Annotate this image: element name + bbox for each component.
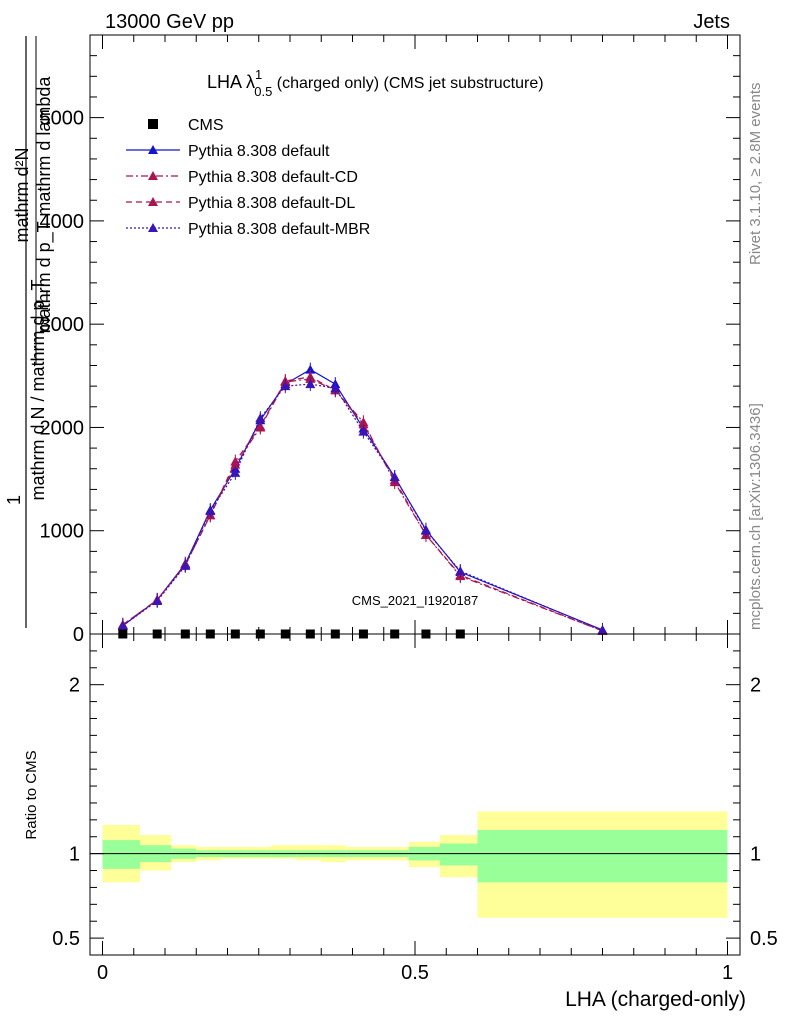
plot-title-sub: 0.5 [254,84,272,99]
x-tick-label: 0 [97,962,108,984]
ratio-inner-band [102,840,140,869]
ratio-inner-band [477,829,728,883]
rivet-version-label: Rivet 3.1.10, ≥ 2.8M events [747,83,764,266]
legend-entry-2: Pythia 8.308 default-CD [126,169,358,186]
legend-label: Pythia 8.308 default-CD [188,169,358,186]
legend-label: Pythia 8.308 default [188,143,330,160]
ratio-y-tick-label-right: 1 [750,844,761,866]
series-line-3 [122,376,603,632]
legend-entry-1: Pythia 8.308 default [126,143,330,160]
x-tick-label: 0.5 [401,962,429,984]
series-point [305,371,316,381]
plot-title-rest: (charged only) (CMS jet substructure) [272,75,543,92]
ratio-plot: 0.5 0.51 12 2 0 0.5 1 Ratio to CMS LHA (charg… [23,633,778,1011]
legend-entry-4: Pythia 8.308 default-MBR [126,221,370,238]
legend-entry-0: CMS [148,117,224,134]
main-y-tick-label: 4000 [40,211,85,233]
ratio-bands [102,811,728,918]
legend-marker [148,119,158,129]
series-point [255,421,266,431]
main-y-tick-label: 2000 [40,417,85,439]
series-point [305,364,316,374]
ratio-y-tick-label-right: 0.5 [750,928,778,950]
legend-entry-3: Pythia 8.308 default-DL [126,195,355,212]
plot-title-main: LHA λ [207,72,255,92]
ratio-y-tick-label: 2 [69,675,80,697]
series-point [330,383,341,393]
y-label-denominator: mathrm d N / mathrm d p_T [28,279,49,500]
ratio-y-tick-label: 1 [69,844,80,866]
main-y-tick-label: 3000 [40,314,85,336]
legend: CMS Pythia 8.308 default Pythia 8.308 defa… [126,117,370,238]
plot-title-sup: 1 [255,67,262,82]
main-y-tick-label: 1000 [40,521,85,543]
legend-marker [148,197,158,206]
main-y-tick-label: 5000 [40,108,85,130]
legend-label: CMS [188,117,224,134]
series-line-4 [122,383,603,631]
legend-marker [148,223,158,232]
x-axis-label: LHA (charged-only) [565,988,746,1011]
series-point [280,381,291,391]
series-point [205,506,216,516]
legend-marker [148,171,158,180]
ratio-inner-band [440,843,478,866]
series-point [455,566,466,576]
legend-label: Pythia 8.308 default-MBR [188,221,370,238]
mcplots-label: mcplots.cern.ch [arXiv:1306.3436] [747,403,764,630]
main-y-tick-label: 0 [73,624,84,646]
main-x-ticks [102,35,728,634]
ratio-y-tick-label: 0.5 [52,928,80,950]
series-point [230,456,241,466]
main-series-layer [117,362,608,639]
ratio-y-axis-label: Ratio to CMS [23,750,40,839]
series-point [389,472,400,482]
y-label-small-top: mathrm d²N [12,147,32,242]
y-label-small-bottom: mathrm d p_T mathrm d lambda [34,76,55,334]
series-point [255,413,266,423]
series-line-1 [122,368,603,631]
plot-title: LHA λ1 0.5 (charged only) (CMS jet substr… [207,67,544,99]
ratio-y-tick-label-right: 2 [750,675,761,697]
analysis-watermark: CMS_2021_I1920187 [352,593,479,608]
main-y-axis-label: 1 mathrm d N / mathrm d p_T mathrm d²N m… [4,36,55,628]
series-point [358,426,369,436]
x-tick-label: 1 [722,962,733,984]
series-point [117,620,128,630]
category-label: Jets [693,11,730,33]
y-label-numerator: 1 [4,495,24,505]
series-point [420,525,431,535]
series-point [597,625,608,635]
series-point [180,560,191,570]
legend-marker [148,145,158,154]
series-point [305,379,316,389]
series-point [358,419,369,429]
series-point [152,595,163,605]
legend-label: Pythia 8.308 default-DL [188,195,355,212]
ratio-x-ticks: 0 0.5 1 [97,634,733,984]
main-y-ticks: 0 1000 2000 3000 4000 5000 [40,34,740,646]
energy-label: 13000 GeV pp [105,11,234,33]
ratio-y-ticks: 0.5 0.5 1 1 2 2 [52,650,778,950]
series-point [230,467,241,477]
